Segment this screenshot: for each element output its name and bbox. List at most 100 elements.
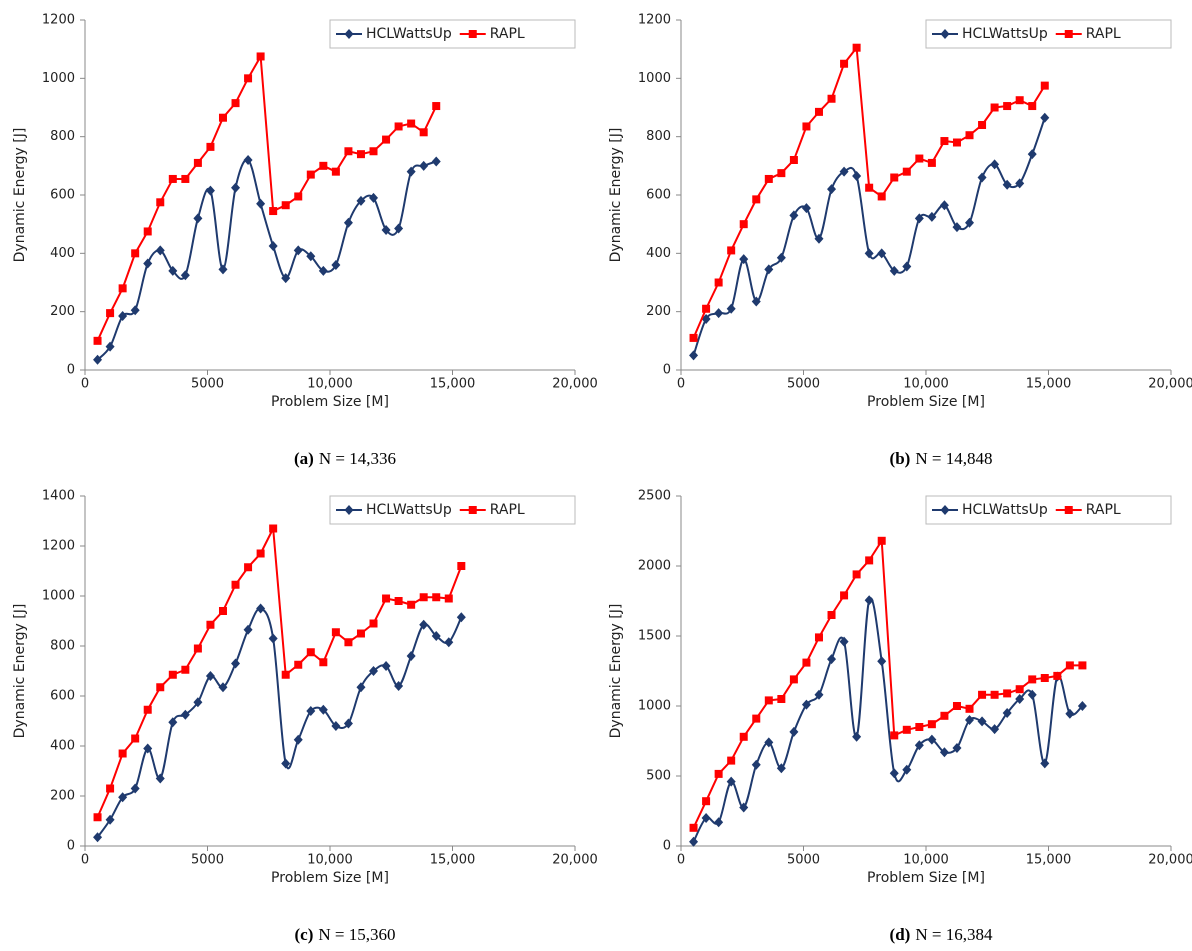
x-tick-label: 15,000 [1026, 377, 1072, 392]
marker [457, 562, 466, 570]
marker [864, 595, 874, 606]
marker [1040, 112, 1050, 123]
marker [689, 823, 698, 832]
x-tick-label: 20,000 [1148, 377, 1192, 392]
legend-label: RAPL [1086, 502, 1121, 518]
marker [243, 155, 253, 165]
marker [739, 220, 748, 229]
y-axis-label: Dynamic Energy [J] [608, 128, 624, 263]
marker [143, 258, 153, 269]
marker [852, 570, 861, 579]
marker [394, 122, 403, 131]
marker [193, 213, 203, 224]
marker [914, 740, 924, 751]
x-tick-label: 20,000 [1148, 853, 1192, 868]
legend-entry: RAPL [1055, 502, 1121, 518]
marker [1003, 102, 1012, 111]
y-tick-label: 1000 [42, 589, 75, 604]
marker [1028, 102, 1037, 111]
x-tick-label: 5000 [787, 853, 820, 868]
caption-text: N = 14,848 [915, 449, 992, 468]
marker [306, 170, 315, 179]
y-tick-label: 600 [50, 188, 75, 203]
marker [1078, 661, 1087, 670]
marker [751, 759, 761, 770]
series-line [96, 524, 463, 818]
marker [344, 29, 354, 39]
y-tick-label: 200 [50, 304, 75, 319]
marker [978, 121, 987, 129]
marker [764, 174, 773, 183]
marker [168, 174, 177, 183]
marker [369, 147, 378, 156]
legend-box [329, 495, 576, 525]
series-line [96, 53, 438, 342]
marker [193, 644, 202, 653]
marker [281, 201, 290, 210]
marker [306, 706, 316, 716]
y-tick-label: 1200 [42, 539, 75, 554]
marker [193, 697, 203, 708]
y-tick-label: 1000 [638, 699, 671, 714]
marker [889, 265, 899, 276]
marker [764, 696, 773, 705]
x-tick-label: 0 [677, 377, 685, 392]
marker [168, 265, 178, 276]
marker [789, 675, 798, 684]
y-tick-label: 1200 [42, 13, 75, 28]
marker [318, 704, 328, 715]
marker [156, 198, 165, 207]
marker [431, 631, 441, 641]
marker [394, 223, 404, 234]
marker [180, 270, 190, 281]
marker [193, 158, 202, 167]
marker [865, 556, 874, 565]
marker [990, 724, 1000, 735]
marker [1002, 708, 1012, 718]
marker [1065, 708, 1075, 719]
marker [776, 252, 786, 263]
legend-label: RAPL [490, 502, 525, 518]
marker [156, 683, 165, 692]
y-tick-label: 2500 [638, 489, 671, 504]
marker [789, 726, 799, 737]
marker [752, 195, 761, 204]
marker [281, 670, 290, 679]
marker [1015, 694, 1025, 704]
x-tick-label: 15,000 [1026, 853, 1072, 868]
panel: 0 200 400 600 800 1000 1200 0 5000 10,000 15,000 20… [608, 13, 1192, 468]
marker [1040, 674, 1049, 682]
marker [205, 671, 215, 681]
y-tick-label: 400 [50, 739, 75, 754]
marker [143, 743, 153, 754]
marker [444, 637, 454, 648]
legend-box [925, 19, 1172, 49]
marker [814, 107, 823, 116]
marker [702, 304, 711, 313]
marker [877, 192, 886, 201]
marker [827, 94, 836, 103]
marker [243, 624, 253, 635]
x-tick-label: 10,000 [307, 853, 353, 868]
marker [789, 156, 798, 164]
marker [940, 29, 950, 39]
marker [319, 658, 328, 667]
marker [118, 792, 128, 803]
legend-box [925, 495, 1172, 525]
marker [840, 591, 849, 600]
marker [902, 764, 912, 775]
y-tick-label: 200 [50, 789, 75, 804]
x-tick-label: 0 [81, 853, 89, 868]
marker [93, 354, 103, 365]
marker [344, 638, 353, 647]
marker [978, 690, 987, 699]
marker [218, 607, 227, 615]
y-axis-label: Dynamic Energy [J] [608, 604, 624, 739]
marker [432, 593, 441, 602]
marker [776, 763, 786, 774]
marker [726, 303, 736, 314]
panel: 0 500 1000 1500 2000 2500 0 5000 10,000 15,000 20,… [608, 489, 1192, 944]
marker [752, 714, 761, 723]
marker [1064, 506, 1073, 514]
marker [902, 725, 911, 734]
